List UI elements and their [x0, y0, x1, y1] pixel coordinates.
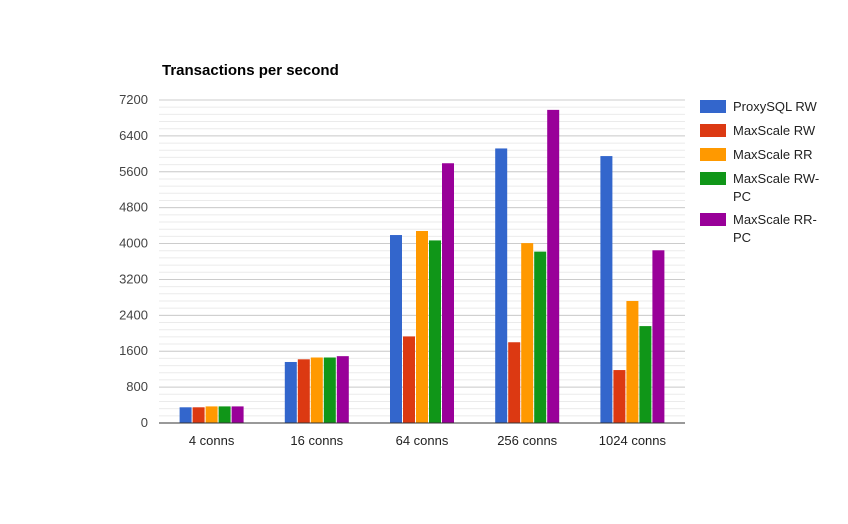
y-tick-label: 6400 — [119, 128, 148, 143]
bar — [403, 336, 415, 423]
y-tick-label: 3200 — [119, 271, 148, 286]
bar — [639, 326, 652, 423]
y-tick-label: 0 — [141, 415, 148, 430]
bar — [336, 356, 349, 423]
bar — [547, 109, 560, 423]
bar — [192, 407, 205, 423]
bar — [205, 406, 218, 423]
legend-swatch — [700, 213, 726, 226]
y-tick-label: 4800 — [119, 200, 148, 215]
bar — [179, 407, 192, 423]
legend: ProxySQL RW MaxScale RW MaxScale RR MaxScal… — [700, 99, 819, 245]
bar — [613, 370, 626, 423]
bar — [652, 250, 665, 423]
y-tick-label: 2400 — [119, 307, 148, 322]
y-tick-label: 800 — [126, 379, 148, 394]
legend-swatch — [700, 124, 726, 137]
bar — [534, 251, 547, 423]
bar — [390, 235, 402, 423]
legend-swatch — [700, 172, 726, 185]
bar — [495, 148, 508, 423]
bar — [297, 359, 310, 423]
legend-label: MaxScale RW-PC — [733, 171, 819, 204]
x-tick-label: 16 conns — [290, 433, 343, 448]
y-tick-label: 7200 — [119, 92, 148, 107]
bar — [284, 361, 297, 423]
bar — [429, 240, 441, 423]
y-tick-label: 4000 — [119, 236, 148, 251]
bars — [179, 109, 665, 424]
bar — [218, 406, 231, 423]
legend-label: MaxScale RW — [733, 123, 816, 138]
bar — [231, 406, 244, 423]
bar — [508, 342, 521, 423]
x-tick-label: 4 conns — [189, 433, 235, 448]
legend-label: MaxScale RR — [733, 147, 812, 162]
x-tick-label: 256 conns — [497, 433, 557, 448]
y-tick-label: 5600 — [119, 164, 148, 179]
legend-label: ProxySQL RW — [733, 99, 818, 114]
legend-label: MaxScale RR-PC — [733, 212, 817, 245]
bar — [626, 300, 639, 423]
x-tick-label: 1024 conns — [599, 433, 667, 448]
y-tick-label: 1600 — [119, 343, 148, 358]
bar — [442, 163, 454, 424]
bar — [521, 243, 534, 423]
bar — [600, 156, 613, 423]
bar — [310, 357, 323, 423]
bar — [416, 230, 428, 423]
legend-swatch — [700, 148, 726, 161]
legend-swatch — [700, 100, 726, 113]
x-tick-label: 64 conns — [396, 433, 449, 448]
bar — [323, 357, 336, 423]
chart-title: Transactions per second — [162, 62, 339, 79]
axes: 0 800 1600 2400 3200 4000 4800 5600 6400 7200 4 co… — [119, 92, 685, 448]
